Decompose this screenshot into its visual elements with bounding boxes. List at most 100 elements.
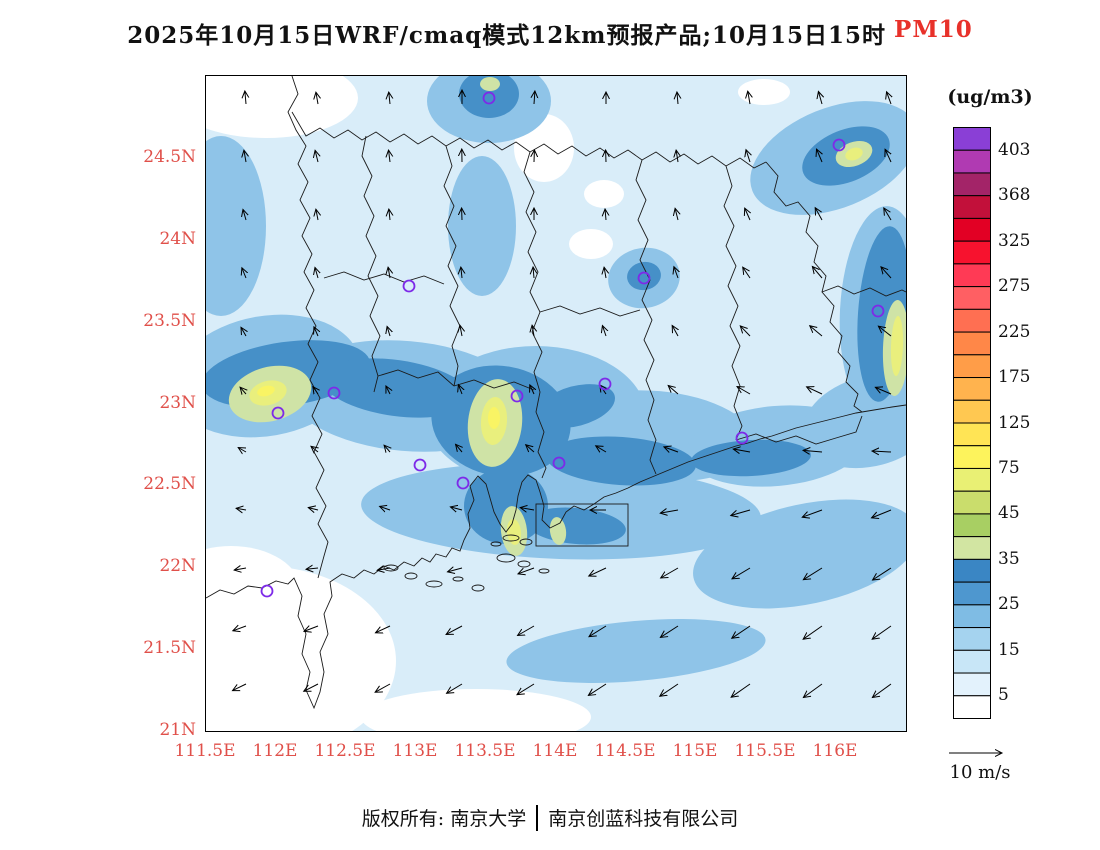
wind-arrow [732,625,751,638]
wind-arrow [377,568,391,570]
contour-region [691,439,811,477]
lon-tick-label: 111.5E [174,741,236,761]
wind-arrow [446,625,463,634]
wind-arrow [803,683,823,698]
wind-arrow [881,267,892,279]
lat-tick-label: 22N [159,556,196,577]
island-outline [538,568,550,574]
lon-tick-label: 113.5E [454,741,516,761]
wind-reference-arrow [949,742,1015,760]
station-marker [413,458,427,472]
wind-arrow [676,150,678,163]
contour-region [584,180,624,208]
wind-arrow [674,267,678,279]
wind-arrow [589,567,607,576]
colorbar-tick-label: 275 [998,276,1031,297]
boundary-line [377,369,455,387]
wind-arrow [238,448,247,453]
lat-tick-label: 23N [159,392,196,413]
island-outline [404,572,418,580]
lat-tick-label: 21.5N [143,638,196,659]
colorbar-cell [953,377,991,401]
colorbar-scale [953,127,991,720]
wind-arrow [746,150,750,163]
boundary-line [443,145,461,387]
wind-arrow [733,449,751,452]
colorbar-cell [953,149,991,174]
colorbar-tick-label: 35 [998,548,1020,569]
wind-arrow [304,683,319,691]
wind-arrow [731,509,751,516]
wind-arrow [872,509,892,518]
wind-arrow [315,267,318,279]
island-outline [425,580,443,588]
boundary-line [735,415,863,445]
wind-arrow [241,327,246,337]
island-outline [452,576,464,582]
station-marker [832,138,846,152]
wind-arrow [661,567,679,578]
lat-tick-label: 22.5N [143,474,196,495]
lon-tick-label: 116E [812,741,858,761]
wind-arrow [812,267,823,279]
wind-arrow [384,445,390,452]
wind-arrow [675,208,678,221]
wind-arrow [818,92,822,105]
wind-arrow [732,567,751,579]
wind-arrow [872,683,892,698]
wind-arrow [242,268,246,279]
wind-arrow [887,92,891,105]
lon-tick-label: 113E [392,741,438,761]
colorbar-cell [953,422,991,447]
contour-region [174,58,358,138]
colorbar-cell [953,240,991,265]
wind-arrow [386,386,390,395]
wind-arrow [311,446,318,452]
wind-arrow [244,150,246,163]
wind-arrow [518,567,535,574]
contour-region [546,436,696,486]
wind-arrow [532,325,534,337]
boundary-line [635,159,657,475]
wind-arrow [660,683,679,696]
title-pollutant: PM10 [894,16,973,43]
lat-tick-label: 24.5N [143,146,196,167]
wind-arrow [517,683,535,695]
wind-arrow [672,326,678,337]
wind-arrow [316,92,318,105]
contour-region [845,147,863,161]
wind-arrow [677,92,678,105]
station-marker [871,304,885,318]
colorbar-cell [953,195,991,219]
contour-region [627,261,661,291]
wind-arrow [743,267,751,279]
colorbar-units-label: (ug/m3) [947,86,1033,108]
wind-arrow [660,625,679,637]
wind-arrow [314,327,318,337]
footer-divider [536,804,539,831]
lat-tick-label: 21N [159,720,196,740]
wind-arrow [668,385,679,395]
page-title: 2025年10月15日WRF/cmaq模式12km预报产品;10月15日15时 … [0,16,1100,50]
station-marker [456,476,470,490]
wind-arrow [447,683,463,693]
station-marker [260,584,274,598]
lon-tick-label: 114.5E [594,741,656,761]
colorbar-cell [953,536,991,560]
wind-arrow [530,385,534,395]
colorbar-cell [953,331,991,356]
inset-box [535,503,629,547]
lon-tick-label: 115E [672,741,718,761]
contour-region [257,385,275,397]
station-marker [271,406,285,420]
boundary-line [205,404,907,710]
wind-arrow [873,567,892,580]
boundary-line [821,285,907,297]
wind-arrow [815,208,823,221]
colorbar-cell [953,445,991,469]
wind-arrow [803,567,823,580]
colorbar-cell [953,672,991,697]
wind-arrow [316,209,318,221]
contour-region [569,229,613,259]
island-outline [502,534,520,542]
